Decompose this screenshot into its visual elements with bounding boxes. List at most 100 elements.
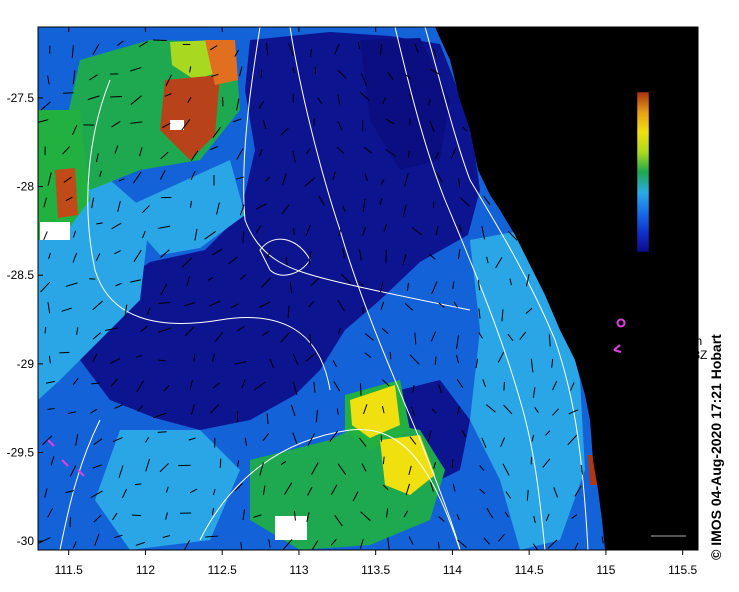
current-vector (330, 538, 337, 546)
current-vector (211, 507, 215, 516)
current-vector (352, 491, 359, 502)
current-vector (414, 43, 419, 53)
current-vector (542, 458, 551, 468)
current-vector (71, 45, 74, 59)
current-vector (434, 356, 437, 365)
current-vector (152, 39, 167, 42)
current-vector (62, 146, 70, 155)
current-vector (570, 382, 575, 391)
current-vector (405, 74, 412, 80)
current-vector (87, 95, 100, 101)
current-vector (124, 304, 128, 318)
current-vector (159, 462, 170, 473)
current-vector (486, 256, 489, 264)
current-vector (255, 225, 262, 233)
current-vector (282, 539, 293, 550)
current-vector (233, 118, 242, 123)
current-vector (534, 407, 539, 413)
current-vector (407, 150, 410, 158)
current-vector (92, 43, 100, 55)
current-vector (451, 459, 454, 469)
current-vector (381, 405, 385, 414)
vector-legend-arrowhead (506, 135, 513, 143)
current-vector (501, 309, 504, 322)
current-vector (364, 332, 374, 341)
current-vector (382, 379, 390, 387)
current-vector (262, 433, 269, 442)
current-vector (265, 176, 271, 182)
current-vector (342, 205, 346, 212)
current-vector (292, 67, 296, 74)
current-vector (411, 226, 422, 236)
current-vector (65, 196, 73, 202)
current-vector (140, 325, 148, 333)
current-vector (163, 384, 170, 392)
current-vector (280, 332, 290, 343)
current-vector (207, 276, 214, 281)
contour-deep-2 (87, 79, 331, 391)
current-vector (429, 120, 435, 132)
current-vector (503, 381, 505, 391)
current-vector (111, 222, 122, 230)
current-vector (362, 226, 367, 237)
current-vector (261, 331, 270, 336)
current-vector (308, 251, 312, 265)
current-vector (92, 464, 102, 469)
colorbar-tick-label: 1.25 (652, 147, 673, 159)
current-vector (430, 482, 434, 492)
current-vector (503, 404, 513, 415)
current-vector (427, 99, 431, 106)
argo-float-icon (616, 318, 626, 328)
current-vector (504, 511, 509, 518)
current-vector (130, 95, 142, 105)
place-marker-dongara[interactable] (588, 398, 598, 408)
contour-deep-3 (199, 429, 461, 550)
current-vector (406, 282, 409, 291)
current-vector (48, 252, 51, 260)
current-vector (38, 537, 51, 544)
argo-legend-label: Argo (635, 316, 663, 330)
current-vector (110, 95, 123, 98)
current-vector (380, 301, 385, 310)
x-tick-label: 114 (443, 563, 462, 577)
current-vector (408, 465, 412, 476)
current-vector (387, 72, 394, 81)
current-vector (481, 437, 487, 448)
current-vector (338, 327, 341, 334)
current-vector (500, 437, 506, 447)
current-vector (334, 514, 343, 527)
current-vector (280, 127, 289, 136)
current-vector (132, 171, 142, 184)
current-vector (438, 302, 445, 308)
current-vector (92, 332, 102, 340)
current-vector (317, 97, 323, 105)
colorbar-tick-label: 0.25 (652, 227, 673, 239)
x-axis: 111.5 112 112.5 113 113.5 114 114.5 115 115.5 (55, 27, 698, 577)
current-vector (62, 92, 74, 94)
current-vector (136, 380, 145, 393)
current-vector (72, 124, 78, 136)
current-vector (315, 409, 318, 423)
colorbar-tick-label: 0 (652, 247, 658, 259)
current-vector (456, 378, 464, 388)
current-vector (337, 299, 345, 312)
current-vector (242, 231, 245, 244)
current-vector (336, 146, 345, 154)
current-vector (137, 405, 143, 413)
current-vector (190, 170, 196, 181)
current-vector (306, 512, 310, 522)
y-tick-label: -29 (17, 357, 35, 371)
y-tick-label: -29.5 (7, 445, 35, 459)
current-vector (181, 257, 193, 268)
current-vector (453, 301, 458, 308)
current-vector (244, 437, 248, 447)
current-vector (525, 274, 530, 287)
drifter-legend-icon (613, 344, 622, 353)
current-vector (382, 456, 385, 465)
plot-frame (37, 26, 699, 551)
colorbar: 0 0.25 0.5 0.75 1 1.25 1.5 1.75 2 Age (days) of … (636, 87, 691, 272)
current-vector (458, 224, 462, 232)
current-vector (457, 249, 461, 260)
current-vector (42, 435, 53, 445)
